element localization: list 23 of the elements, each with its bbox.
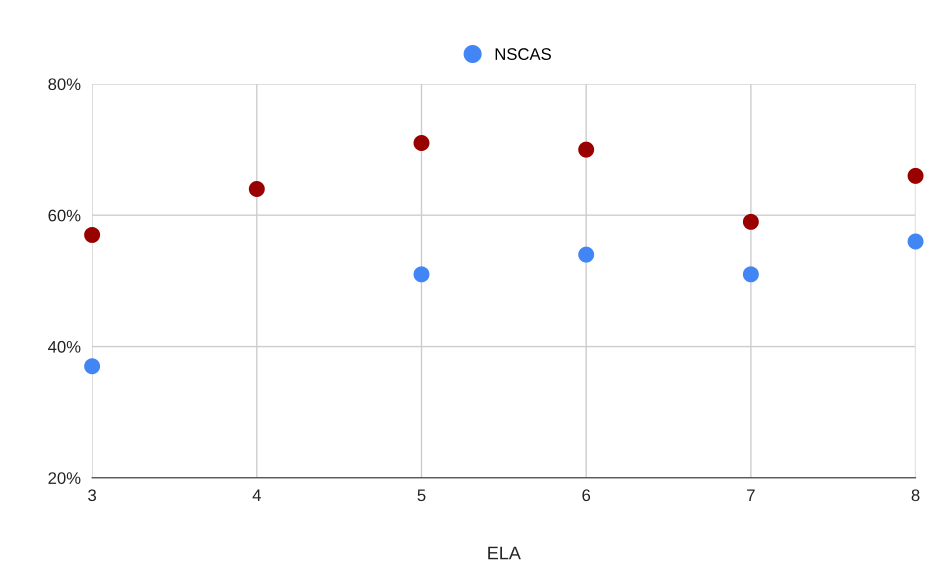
x-tick-label: 8: [912, 489, 920, 502]
point: [84, 226, 100, 243]
y-tick-label: 60%: [48, 210, 80, 222]
y-tick-label: 20%: [48, 472, 80, 484]
x-tick-label: 5: [418, 490, 426, 502]
point: [742, 266, 759, 282]
x-axis-title: ELA: [488, 546, 521, 560]
y-tick-label: 40%: [48, 340, 80, 353]
y-tick-label: 80%: [48, 78, 80, 90]
point: [248, 180, 265, 197]
point: [84, 358, 100, 374]
point: [578, 246, 594, 263]
point: [742, 214, 759, 230]
x-tick-label: 4: [252, 490, 261, 502]
point: [414, 135, 430, 151]
legend-label: NSCAS: [496, 48, 551, 60]
point: [414, 266, 430, 282]
x-tick-label: 3: [88, 489, 96, 502]
x-tick-label: 6: [582, 489, 590, 502]
point: [908, 234, 924, 250]
x-tick-label: 7: [747, 490, 755, 502]
point: [578, 142, 594, 158]
point: [908, 168, 924, 184]
